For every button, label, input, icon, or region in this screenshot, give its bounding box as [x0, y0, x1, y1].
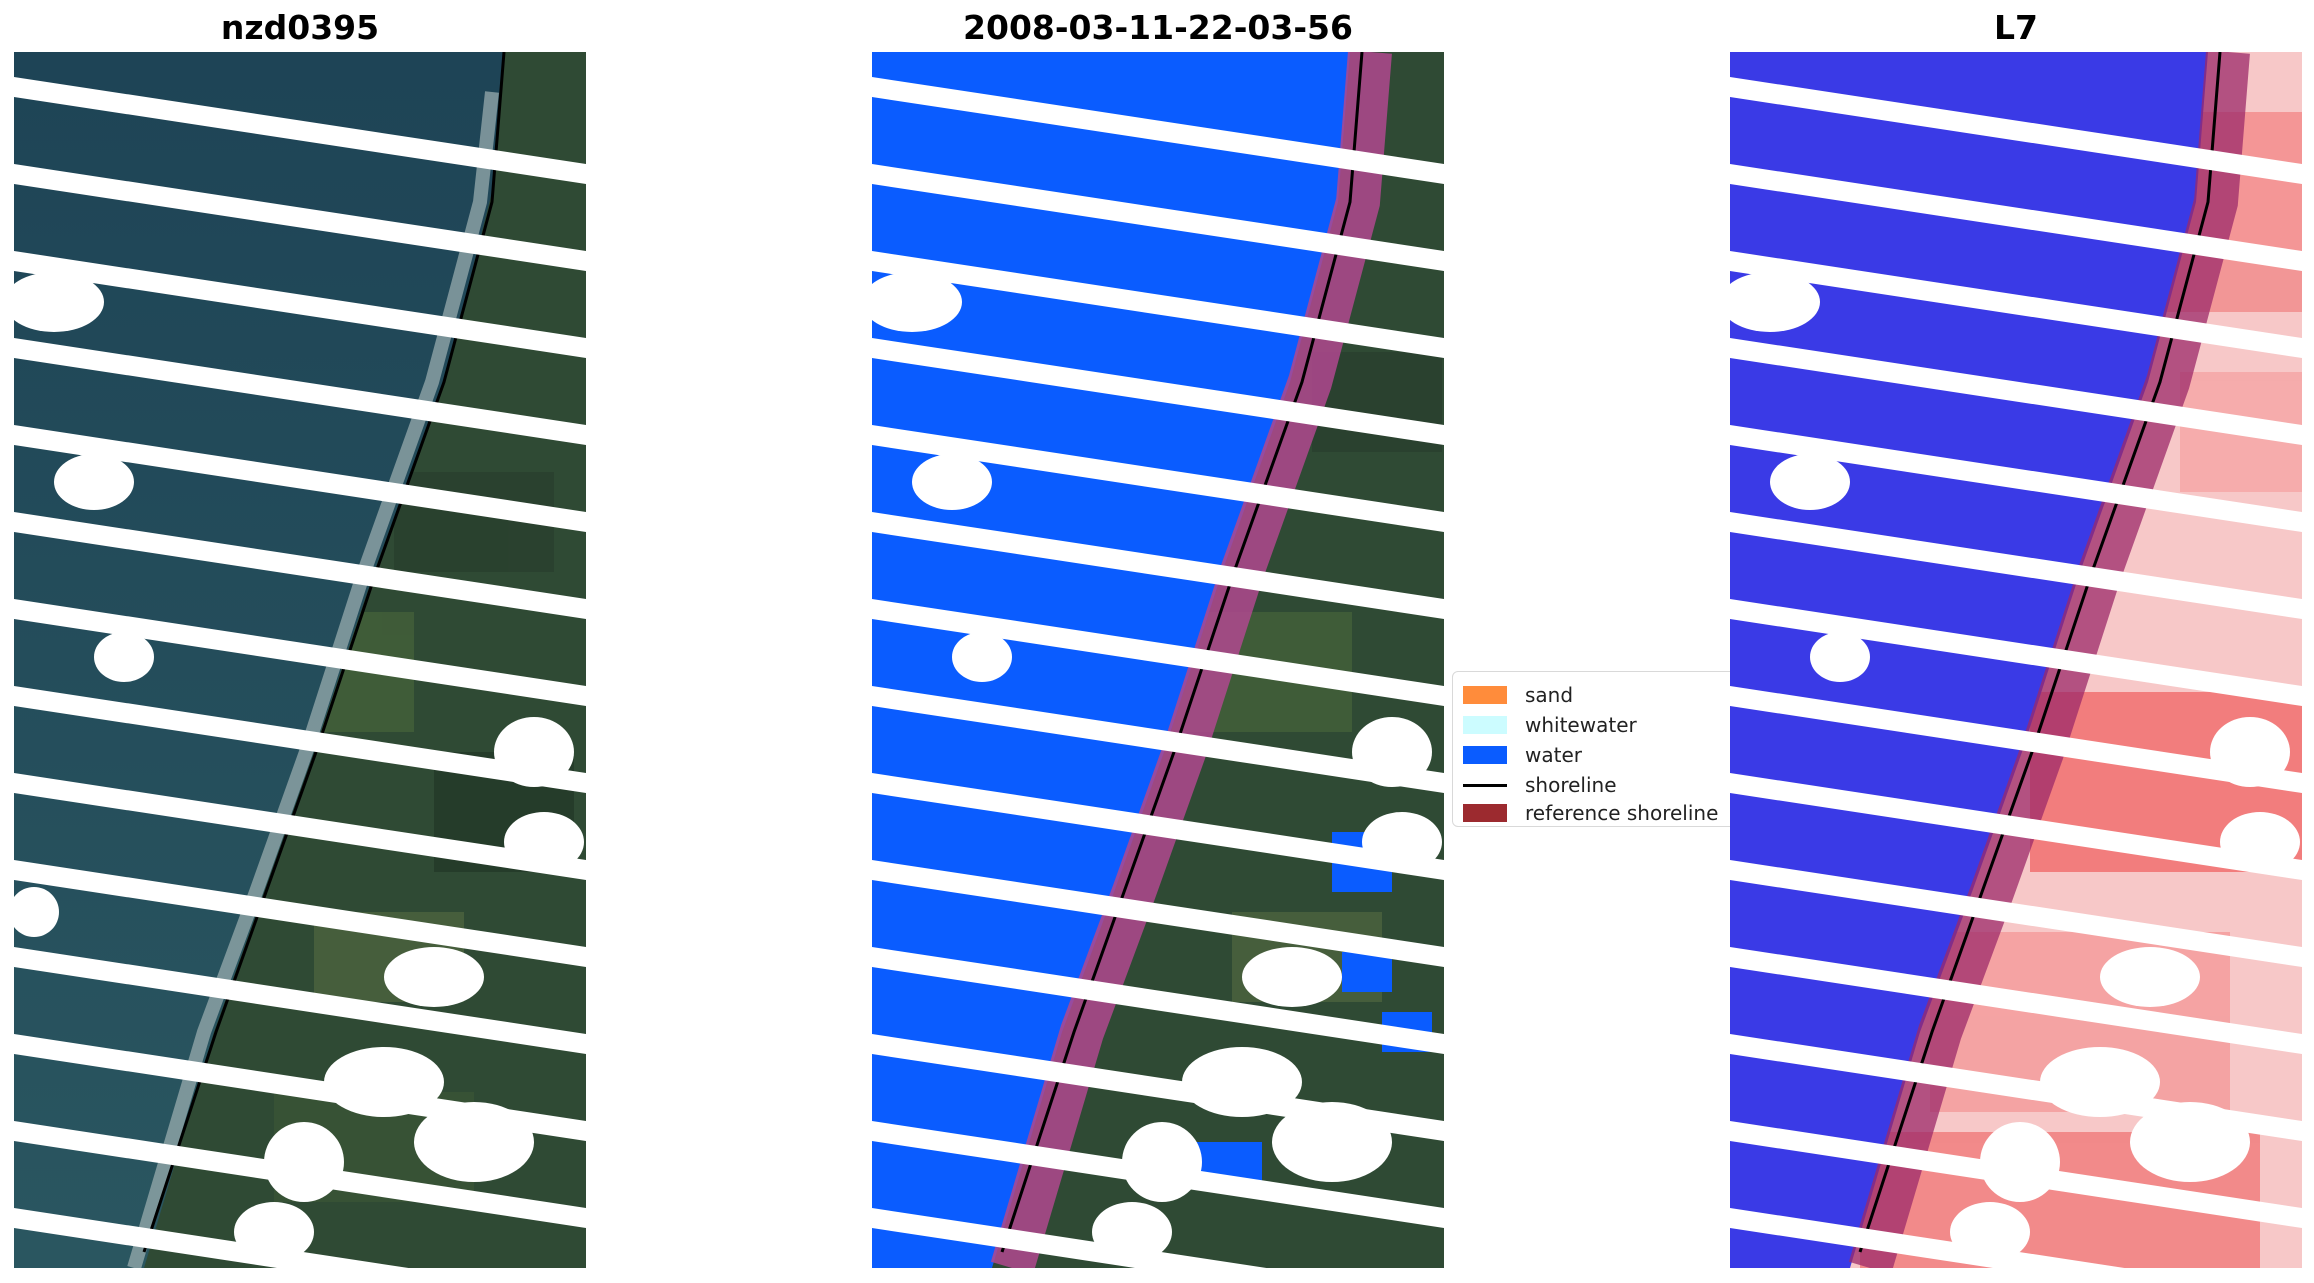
- legend-label-sand: sand: [1525, 683, 1574, 707]
- legend-swatch-reference-shoreline: [1463, 804, 1507, 822]
- legend-swatch-sand: [1463, 686, 1507, 704]
- legend: sand whitewater water shoreline referenc…: [1452, 671, 1798, 827]
- legend-item-water: water: [1463, 742, 1582, 768]
- legend-label-shoreline: shoreline: [1525, 773, 1617, 797]
- cloud-masks: [14, 272, 584, 1262]
- slc-off-gaps: [1730, 77, 2302, 1268]
- panel-title-site: nzd0395: [220, 8, 380, 47]
- legend-label-water: water: [1525, 743, 1582, 767]
- index-image: [1730, 52, 2302, 1268]
- legend-item-sand: sand: [1463, 682, 1573, 708]
- rgb-satellite-image: [14, 52, 586, 1268]
- panel-title-date: 2008-03-11-22-03-56: [963, 8, 1353, 47]
- legend-item-whitewater: whitewater: [1463, 712, 1637, 738]
- water-class-area: [872, 52, 1350, 1268]
- legend-item-reference-shoreline: reference shoreline: [1463, 800, 1718, 826]
- classified-image: [872, 52, 1444, 1268]
- water-index-area: [1730, 52, 2208, 1268]
- legend-item-shoreline: shoreline: [1463, 772, 1617, 798]
- legend-label-reference-shoreline: reference shoreline: [1525, 801, 1719, 825]
- classification-panel: 2008-03-11-22-03-56: [872, 0, 1444, 1283]
- legend-swatch-water: [1463, 746, 1507, 764]
- rgb-image-panel: nzd0395: [14, 0, 586, 1283]
- legend-line-shoreline: [1463, 783, 1507, 787]
- index-panel: L7: [1730, 0, 2302, 1283]
- legend-label-whitewater: whitewater: [1525, 713, 1637, 737]
- legend-swatch-whitewater: [1463, 716, 1507, 734]
- slc-off-gaps: [14, 77, 586, 1268]
- panel-title-satellite: L7: [1994, 8, 2038, 47]
- slc-off-gaps: [872, 77, 1444, 1268]
